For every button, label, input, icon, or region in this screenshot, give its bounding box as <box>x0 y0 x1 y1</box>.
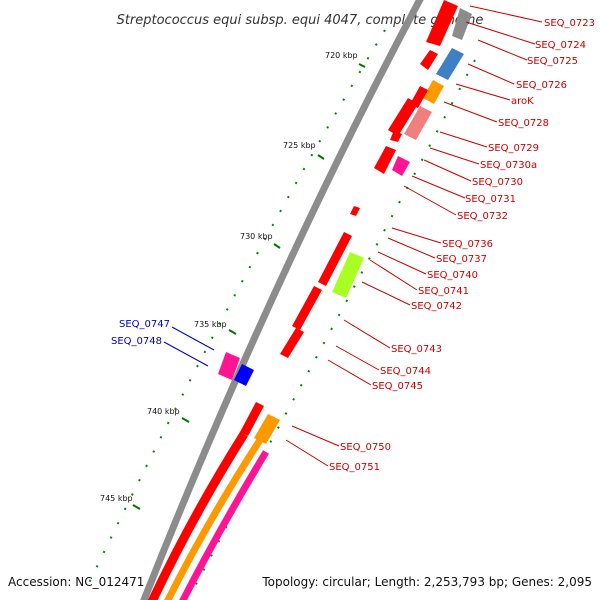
feature-small-1 <box>420 50 438 70</box>
tick-735: 735 kbp <box>194 320 227 329</box>
gene-label: SEQ_0737 <box>436 254 487 265</box>
gene-label: aroK <box>511 96 534 107</box>
cds-band-magenta <box>179 450 269 600</box>
feature-seq0750 <box>240 402 264 436</box>
leader-lines-blue <box>163 326 215 367</box>
feature-seq0747 <box>218 352 240 380</box>
feature-seq0730a <box>392 156 410 176</box>
gene-label: SEQ_0750 <box>340 442 391 453</box>
feature-seq0730 <box>374 146 396 174</box>
feature-arok <box>423 80 444 104</box>
gene-label: SEQ_0726 <box>516 80 567 91</box>
feature-seq0748 <box>234 364 254 386</box>
feature-seq0728 <box>404 106 432 140</box>
gene-labels-blue: SEQ_0747 SEQ_0748 <box>111 319 170 347</box>
gene-label: SEQ_0744 <box>380 366 431 377</box>
tick-745: 745 kbp <box>100 494 133 503</box>
feature-blocks <box>218 0 472 444</box>
cds-band-orange <box>164 438 263 600</box>
feature-seq0725 <box>436 48 464 80</box>
green-ticks <box>132 63 366 510</box>
dotted-scale-ring <box>87 29 386 586</box>
gene-label: SEQ_0740 <box>427 270 478 281</box>
feature-seq0751 <box>254 414 280 444</box>
gene-label: SEQ_0731 <box>465 194 516 205</box>
gene-label: SEQ_0728 <box>498 118 549 129</box>
gene-label: SEQ_0743 <box>391 344 442 355</box>
feature-seq0741 <box>332 252 364 298</box>
feature-seq0743 <box>280 328 304 358</box>
feature-seq0724 <box>452 8 472 40</box>
gene-label-seq0748: SEQ_0748 <box>111 336 162 347</box>
gene-label: SEQ_0730a <box>480 160 537 171</box>
backbone-ring <box>140 0 424 600</box>
gene-label: SEQ_0742 <box>411 301 462 312</box>
gene-label: SEQ_0751 <box>329 462 380 473</box>
leader-lines-red <box>285 5 543 467</box>
feature-seq0728a <box>388 98 418 136</box>
inner-dotted-track <box>189 59 476 596</box>
gene-label: SEQ_0741 <box>418 286 469 297</box>
gene-label: SEQ_0736 <box>442 239 493 250</box>
feature-seq0737 <box>318 232 352 286</box>
gene-label: SEQ_0745 <box>372 381 423 392</box>
accession-text: Accession: NC_012471 <box>8 575 144 589</box>
gene-label: SEQ_0732 <box>457 211 508 222</box>
gene-labels-red: SEQ_0723 SEQ_0724 SEQ_0725 SEQ_0726 aroK… <box>329 18 595 473</box>
cds-band-inner <box>147 431 248 600</box>
tick-730: 730 kbp <box>240 232 273 241</box>
gene-label: SEQ_0729 <box>488 143 539 154</box>
feature-seq0729 <box>390 130 402 142</box>
gene-label: SEQ_0724 <box>535 40 586 51</box>
tick-725: 725 kbp <box>283 141 316 150</box>
gene-label: SEQ_0730 <box>472 177 523 188</box>
feature-seq0742 <box>292 286 322 330</box>
feature-seq0723 <box>426 0 458 46</box>
gene-label-seq0747: SEQ_0747 <box>119 319 170 330</box>
feature-seq0736 <box>350 206 360 216</box>
tick-720: 720 kbp <box>325 51 358 60</box>
gene-label: SEQ_0723 <box>544 18 595 29</box>
topology-text: Topology: circular; Length: 2,253,793 bp… <box>261 575 592 589</box>
map-title: Streptococcus equi subsp. equi 4047, com… <box>117 13 484 28</box>
tick-740: 740 kbp <box>147 407 180 416</box>
gene-label: SEQ_0725 <box>527 56 578 67</box>
